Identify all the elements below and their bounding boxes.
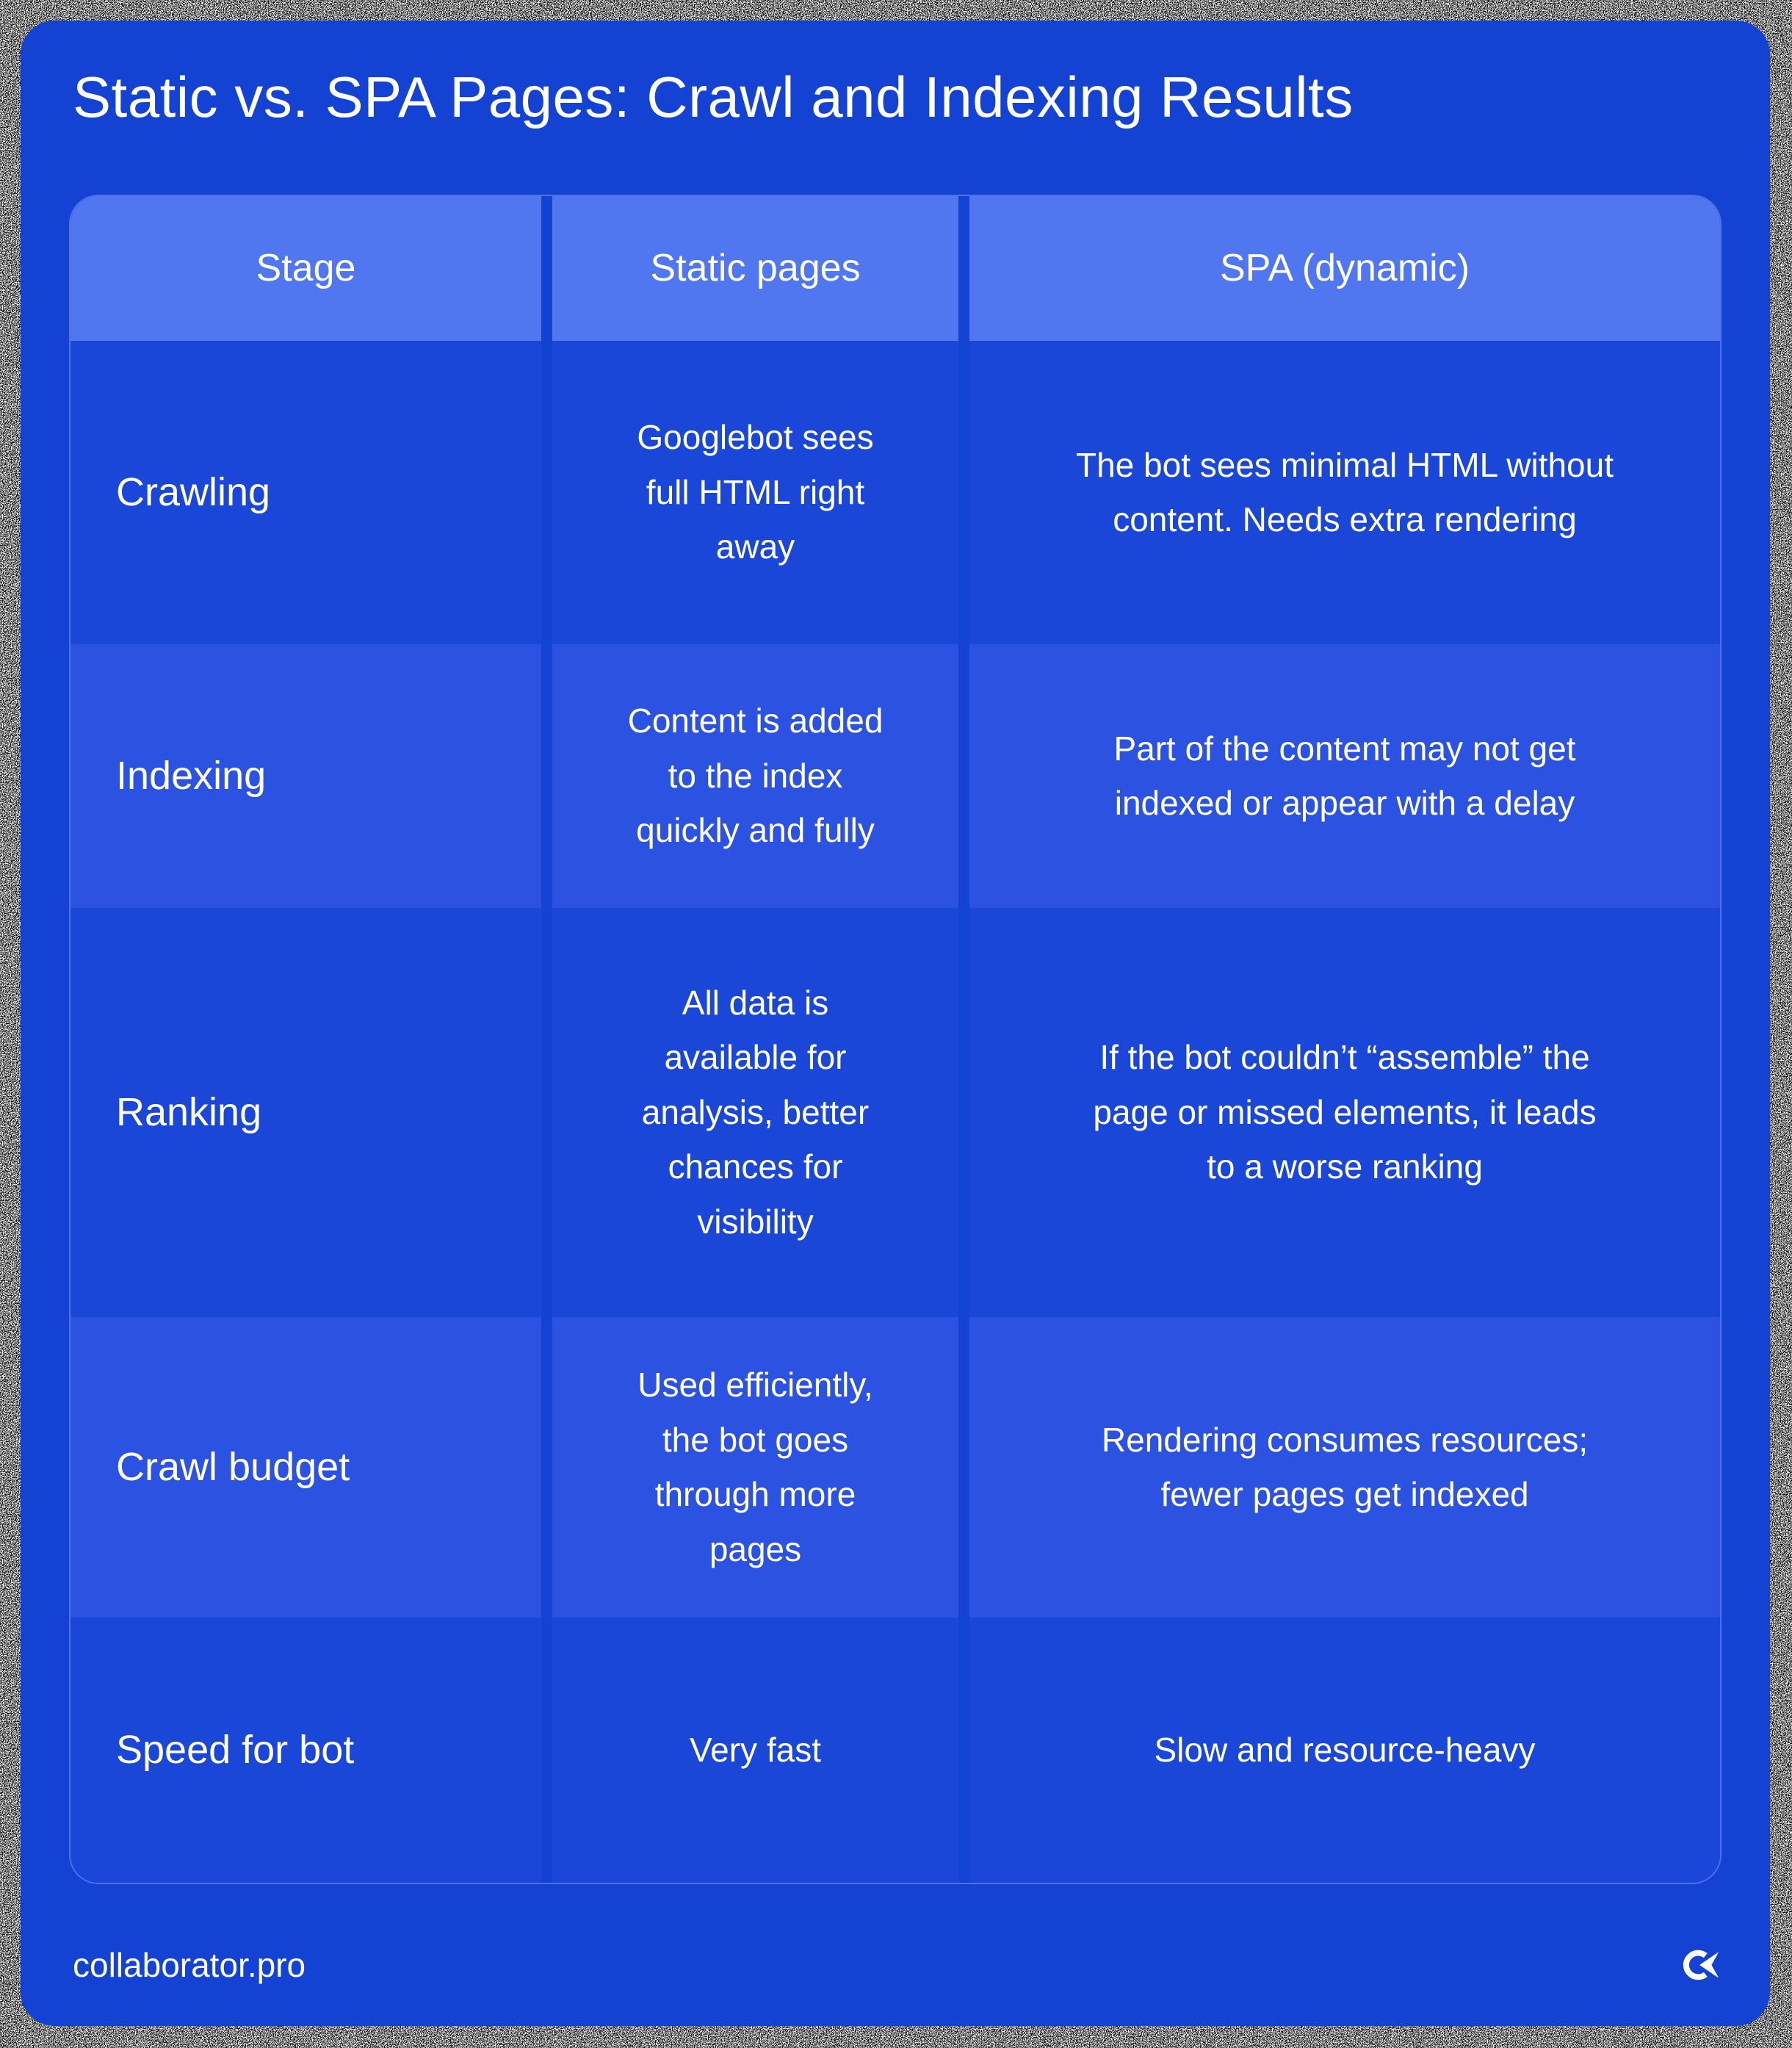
page-title: Static vs. SPA Pages: Crawl and Indexing… [73,65,1354,129]
column-header-stage: Stage [71,195,541,341]
table-header-row: Stage Static pages SPA (dynamic) [71,195,1720,341]
footer: collaborator.pro [68,1944,1722,1986]
collaborator-logo-icon [1683,1950,1719,1980]
cell-crawling-spa: The bot sees minimal HTML without conten… [969,340,1720,644]
table-row-crawling: Crawling Googlebot sees full HTML right … [71,340,1720,644]
infographic-card: Static vs. SPA Pages: Crawl and Indexing… [21,21,1770,2026]
row-label-indexing: Indexing [71,643,541,908]
table-row-indexing: Indexing Content is added to the index q… [71,643,1720,908]
cell-crawling-static: Googlebot sees full HTML right away [552,340,958,644]
column-header-spa-dynamic: SPA (dynamic) [969,195,1720,341]
row-label-speed-for-bot: Speed for bot [71,1617,541,1883]
footer-site-url: collaborator.pro [73,1945,306,1984]
table-row-ranking: Ranking All data is available for analys… [71,907,1720,1317]
row-label-ranking: Ranking [71,907,541,1317]
cell-crawl-budget-spa: Rendering consumes resources; fewer page… [969,1316,1720,1618]
row-label-crawling: Crawling [71,340,541,644]
row-label-crawl-budget: Crawl budget [71,1316,541,1618]
comparison-table: Stage Static pages SPA (dynamic) Crawlin… [69,194,1721,1884]
cell-speed-spa: Slow and resource-heavy [969,1617,1720,1883]
cell-indexing-spa: Part of the content may not get indexed … [969,643,1720,908]
table-row-speed-for-bot: Speed for bot Very fast Slow and resourc… [71,1617,1720,1883]
column-header-static-pages: Static pages [552,195,958,341]
cell-speed-static: Very fast [552,1617,958,1883]
table-row-crawl-budget: Crawl budget Used efficiently, the bot g… [71,1316,1720,1618]
cell-ranking-static: All data is available for analysis, bett… [552,907,958,1317]
cell-crawl-budget-static: Used efficiently, the bot goes through m… [552,1316,958,1618]
cell-indexing-static: Content is added to the index quickly an… [552,643,958,908]
cell-ranking-spa: If the bot couldn’t “assemble” the page … [969,907,1720,1317]
